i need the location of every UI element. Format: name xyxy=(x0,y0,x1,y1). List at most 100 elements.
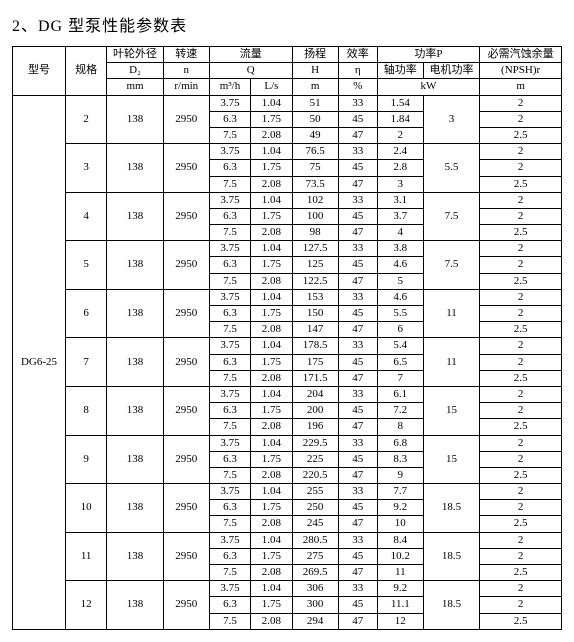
cell-eta: 33 xyxy=(338,386,377,402)
cell-motor: 18.5 xyxy=(423,484,479,533)
cell-h: 76.5 xyxy=(292,144,338,160)
cell-q2: 1.04 xyxy=(251,241,292,257)
cell-eta: 33 xyxy=(338,484,377,500)
cell-motor: 3 xyxy=(423,95,479,144)
cell-d2: 138 xyxy=(107,144,163,193)
table-row: 613829503.751.04153334.6112 xyxy=(13,289,562,305)
cell-q1: 7.5 xyxy=(209,176,250,192)
cell-npsh: 2 xyxy=(480,386,562,402)
cell-eta: 45 xyxy=(338,111,377,127)
cell-spec: 4 xyxy=(65,192,106,241)
cell-ps: 5.5 xyxy=(377,306,423,322)
cell-npsh: 2.5 xyxy=(480,225,562,241)
cell-q2: 1.75 xyxy=(251,354,292,370)
cell-ps: 4 xyxy=(377,225,423,241)
cell-q1: 3.75 xyxy=(209,484,250,500)
cell-d2: 138 xyxy=(107,289,163,338)
cell-q1: 6.3 xyxy=(209,500,250,516)
cell-q2: 2.08 xyxy=(251,225,292,241)
cell-q2: 2.08 xyxy=(251,419,292,435)
cell-q2: 2.08 xyxy=(251,516,292,532)
cell-ps: 5 xyxy=(377,273,423,289)
cell-npsh: 2.5 xyxy=(480,127,562,143)
cell-h: 275 xyxy=(292,548,338,564)
cell-motor: 15 xyxy=(423,386,479,435)
th-eta-sym: η xyxy=(338,63,377,79)
cell-h: 250 xyxy=(292,500,338,516)
table-row: 313829503.751.0476.5332.45.52 xyxy=(13,144,562,160)
cell-h: 269.5 xyxy=(292,565,338,581)
cell-ps: 4.6 xyxy=(377,289,423,305)
cell-q2: 2.08 xyxy=(251,322,292,338)
cell-q2: 1.75 xyxy=(251,451,292,467)
cell-eta: 33 xyxy=(338,289,377,305)
cell-q1: 6.3 xyxy=(209,548,250,564)
cell-d2: 138 xyxy=(107,338,163,387)
cell-n: 2950 xyxy=(163,192,209,241)
cell-eta: 33 xyxy=(338,532,377,548)
cell-h: 245 xyxy=(292,516,338,532)
cell-eta: 33 xyxy=(338,435,377,451)
cell-n: 2950 xyxy=(163,581,209,630)
cell-q1: 3.75 xyxy=(209,95,250,111)
cell-eta: 47 xyxy=(338,225,377,241)
cell-eta: 45 xyxy=(338,451,377,467)
cell-ps: 3.1 xyxy=(377,192,423,208)
cell-q1: 7.5 xyxy=(209,127,250,143)
cell-q2: 2.08 xyxy=(251,613,292,629)
cell-ps: 10 xyxy=(377,516,423,532)
cell-h: 153 xyxy=(292,289,338,305)
cell-motor: 15 xyxy=(423,435,479,484)
cell-q2: 1.75 xyxy=(251,597,292,613)
table-head: 型号 规格 叶轮外径 转速 流量 扬程 效率 功率P 必需汽蚀余量 D₂ n Q… xyxy=(13,47,562,96)
cell-h: 75 xyxy=(292,160,338,176)
cell-npsh: 2.5 xyxy=(480,370,562,386)
th-d2-unit: mm xyxy=(107,79,163,95)
cell-d2: 138 xyxy=(107,435,163,484)
cell-q2: 2.08 xyxy=(251,176,292,192)
cell-h: 171.5 xyxy=(292,370,338,386)
th-p-shaft: 轴功率 xyxy=(377,63,423,79)
cell-eta: 33 xyxy=(338,144,377,160)
table-row: 1013829503.751.04255337.718.52 xyxy=(13,484,562,500)
cell-ps: 2 xyxy=(377,127,423,143)
cell-ps: 8 xyxy=(377,419,423,435)
cell-h: 49 xyxy=(292,127,338,143)
cell-eta: 45 xyxy=(338,257,377,273)
cell-eta: 45 xyxy=(338,548,377,564)
cell-n: 2950 xyxy=(163,532,209,581)
cell-h: 100 xyxy=(292,208,338,224)
cell-npsh: 2 xyxy=(480,95,562,111)
cell-ps: 9 xyxy=(377,467,423,483)
cell-npsh: 2 xyxy=(480,111,562,127)
cell-ps: 5.4 xyxy=(377,338,423,354)
cell-q2: 1.04 xyxy=(251,386,292,402)
cell-eta: 47 xyxy=(338,613,377,629)
cell-q2: 1.04 xyxy=(251,581,292,597)
cell-q1: 7.5 xyxy=(209,613,250,629)
table-row: 1213829503.751.04306339.218.52 xyxy=(13,581,562,597)
th-p: 功率P xyxy=(377,47,479,63)
cell-q1: 6.3 xyxy=(209,111,250,127)
cell-q1: 6.3 xyxy=(209,451,250,467)
table-body: DG6-25213829503.751.0451331.54326.31.755… xyxy=(13,95,562,629)
cell-eta: 47 xyxy=(338,127,377,143)
cell-ps: 9.2 xyxy=(377,500,423,516)
cell-q1: 6.3 xyxy=(209,208,250,224)
table-row: 713829503.751.04178.5335.4112 xyxy=(13,338,562,354)
cell-eta: 47 xyxy=(338,467,377,483)
cell-q1: 6.3 xyxy=(209,160,250,176)
cell-eta: 47 xyxy=(338,516,377,532)
cell-h: 300 xyxy=(292,597,338,613)
cell-d2: 138 xyxy=(107,192,163,241)
cell-q2: 1.75 xyxy=(251,500,292,516)
cell-ps: 12 xyxy=(377,613,423,629)
cell-motor: 7.5 xyxy=(423,192,479,241)
cell-h: 98 xyxy=(292,225,338,241)
th-eta: 效率 xyxy=(338,47,377,63)
cell-motor: 5.5 xyxy=(423,144,479,193)
th-p-unit: kW xyxy=(377,79,479,95)
cell-eta: 33 xyxy=(338,241,377,257)
th-n-sym: n xyxy=(163,63,209,79)
cell-d2: 138 xyxy=(107,532,163,581)
